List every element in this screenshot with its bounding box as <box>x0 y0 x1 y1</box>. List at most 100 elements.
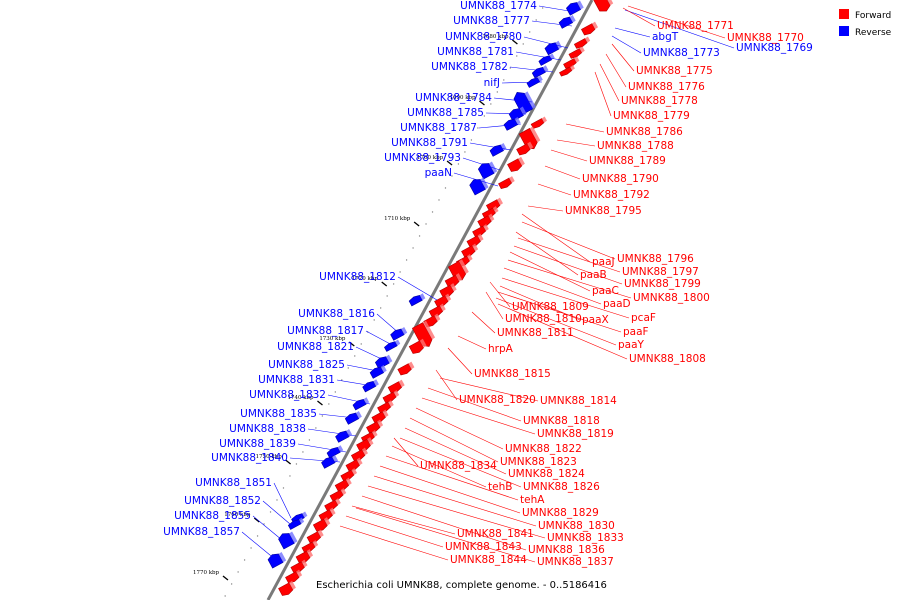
reverse-15-gene <box>384 339 401 352</box>
reverse-26-gene <box>278 531 298 550</box>
leader-pcaF <box>501 277 630 319</box>
forward-31-arrow-shade <box>382 409 389 418</box>
reverse-1-arrow-shade <box>576 0 584 10</box>
forward-21-arrow-shade <box>450 283 457 292</box>
leader-paaF <box>497 291 622 333</box>
forward-38-gene <box>334 477 352 492</box>
leader-UMNK88_1832 <box>327 394 371 405</box>
forward-4-arrow-shade <box>579 46 585 53</box>
leader-UMNK88_1791 <box>469 142 512 151</box>
forward-12-arrow-shade <box>496 197 503 206</box>
gene-label-UMNK88_1797: UMNK88_1797 <box>622 266 699 278</box>
leader-UMNK88_1792 <box>537 183 572 196</box>
reverse-9-arrow-shade <box>514 117 521 125</box>
tick-mark <box>348 341 355 347</box>
minor-tick <box>418 235 421 237</box>
reverse-1-arrow <box>566 2 582 16</box>
forward-10-arrow-shade <box>518 156 525 166</box>
gene-label-UMNK88_1792: UMNK88_1792 <box>573 189 650 201</box>
leader-UMNK88_1781 <box>515 51 562 61</box>
tick-mark <box>222 575 229 581</box>
minor-tick <box>360 343 362 345</box>
reverse-19-gene <box>352 397 370 411</box>
leader-UMNK88_1795 <box>527 205 564 212</box>
minor-tick <box>399 271 401 273</box>
gene-label-UMNK88_1833: UMNK88_1833 <box>547 532 624 544</box>
leader-UMNK88_1818 <box>427 387 522 422</box>
forward-11-arrow-shade <box>509 176 515 183</box>
minor-tick <box>379 307 382 309</box>
reverse-12-arrow-shade <box>480 177 489 190</box>
forward-46-gene <box>290 559 308 574</box>
leader-UMNK88_1851 <box>273 482 292 519</box>
gene-label-paaF: paaF <box>623 326 649 338</box>
forward-4-gene <box>568 46 585 59</box>
tick-mark <box>479 100 485 106</box>
gene-label-UMNK88_1831: UMNK88_1831 <box>258 374 335 386</box>
gene-label-UMNK88_1820: UMNK88_1820 <box>459 394 536 406</box>
forward-48-gene <box>278 580 296 596</box>
leader-UMNK88_1789 <box>550 149 588 162</box>
gene-label-UMNK88_1781: UMNK88_1781 <box>437 46 514 58</box>
forward-38-arrow-shade <box>345 477 352 486</box>
forward-18-arrow-shade <box>466 254 473 261</box>
gene-label-UMNK88_1844: UMNK88_1844 <box>450 554 527 566</box>
gene-label-UMNK88_1800: UMNK88_1800 <box>633 292 710 304</box>
gene-label-UMNK88_1825: UMNK88_1825 <box>268 359 345 371</box>
tick-mark <box>381 281 388 287</box>
gene-label-nifJ: nifJ <box>484 77 500 89</box>
forward-5-arrow-shade <box>574 56 580 63</box>
reverse-8-gene <box>508 106 527 122</box>
reverse-5-arrow-shade <box>542 65 549 73</box>
reverse-6-arrow-shade <box>537 75 543 82</box>
reverse-15-arrow-shade <box>394 339 401 346</box>
tick-mark <box>253 517 260 523</box>
leader-UMNK88_1855 <box>252 515 283 541</box>
leader-UMNK88_1840 <box>289 457 341 463</box>
forward-43-arrow-shade <box>317 529 324 538</box>
minor-tick <box>308 439 311 441</box>
leader-UMNK88_1790 <box>544 165 581 180</box>
leader-UMNK88_1831 <box>336 379 374 387</box>
reverse-7-arrow-shade <box>524 91 536 109</box>
gene-label-UMNK88_1839: UMNK88_1839 <box>219 438 296 450</box>
reverse-17-arrow-shade <box>380 365 387 373</box>
leader-UMNK88_1779 <box>594 71 612 117</box>
forward-48-arrow-shade <box>289 580 296 590</box>
leader-UMNK88_1819 <box>421 397 536 435</box>
forward-3-gene <box>573 36 591 49</box>
minor-tick <box>405 259 408 261</box>
forward-42-arrow-shade <box>323 517 331 526</box>
leader-UMNK88_1815 <box>447 347 473 375</box>
tick-mark <box>413 221 420 227</box>
reverse-13-arrow-shade <box>419 293 426 301</box>
leader-paaN <box>453 172 499 187</box>
leader-UMNK88_1796 <box>521 221 616 260</box>
forward-47-gene <box>285 569 303 584</box>
reverse-13-arrow <box>408 294 423 307</box>
gene-label-UMNK88_1819: UMNK88_1819 <box>537 428 614 440</box>
tick-label: 1760 kbp <box>224 512 251 518</box>
forward-46-arrow-shade <box>301 559 308 568</box>
gene-label-UMNK88_1785: UMNK88_1785 <box>407 107 484 119</box>
gene-label-paaC: paaC <box>592 285 619 297</box>
gene-label-UMNK88_1777: UMNK88_1777 <box>453 15 530 27</box>
tick-label: 1740 kbp <box>287 395 314 401</box>
forward-3-arrow-shade <box>584 36 591 43</box>
gene-label-UMNK88_1795: UMNK88_1795 <box>565 205 642 217</box>
minor-tick <box>276 499 278 501</box>
minor-tick <box>354 355 356 357</box>
reverse-19-arrow-shade <box>363 397 370 405</box>
forward-26-arrow-shade <box>419 338 427 348</box>
legend-reverse-label: Reverse <box>855 28 892 38</box>
minor-tick <box>289 475 291 477</box>
gene-label-UMNK88_1775: UMNK88_1775 <box>636 65 713 77</box>
reverse-18-arrow <box>362 380 377 393</box>
minor-tick <box>470 139 473 141</box>
minor-tick <box>464 151 466 153</box>
gene-label-UMNK88_1826: UMNK88_1826 <box>523 481 600 493</box>
minor-tick <box>315 427 317 429</box>
tick-label: 1720 kbp <box>352 276 379 282</box>
gene-label-UMNK88_1812: UMNK88_1812 <box>319 271 396 283</box>
reverse-15-arrow <box>384 341 398 352</box>
